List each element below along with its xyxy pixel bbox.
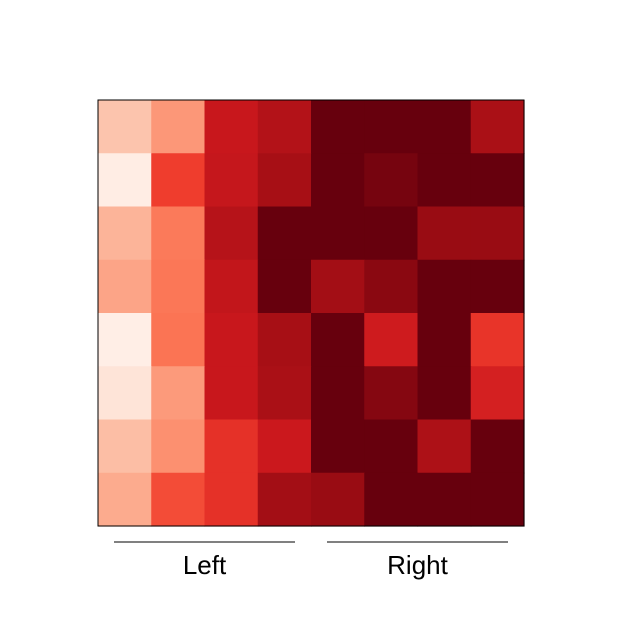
- heatmap-cell-r0-c2: [204, 100, 259, 154]
- heatmap-cell-r6-c3: [257, 419, 312, 474]
- heatmap-cell-r2-c6: [417, 206, 472, 261]
- heatmap-cell-r1-c1: [151, 153, 206, 208]
- heatmap-cell-r6-c7: [470, 419, 525, 474]
- heatmap-cell-r0-c3: [257, 100, 312, 154]
- heatmap-cell-r6-c1: [151, 419, 206, 474]
- heatmap-cell-r1-c3: [257, 153, 312, 208]
- heatmap-cell-r1-c2: [204, 153, 259, 208]
- column-groups: Left Right: [114, 541, 508, 580]
- heatmap-cell-r3-c0: [98, 259, 152, 314]
- heatmap-cell-r5-c0: [98, 366, 152, 421]
- heatmap-cell-r3-c2: [204, 259, 259, 314]
- heatmap-cell-r5-c2: [204, 366, 259, 421]
- heatmap-cell-r3-c1: [151, 259, 206, 314]
- heatmap-cell-r4-c1: [151, 313, 206, 367]
- heatmap-frame: [97, 99, 525, 527]
- heatmap-cell-r6-c0: [98, 419, 152, 474]
- heatmap-cell-r5-c1: [151, 366, 206, 421]
- heatmap-cell-r5-c4: [311, 366, 365, 421]
- heatmap-cell-r0-c1: [151, 100, 206, 154]
- heatmap-cell-r4-c2: [204, 313, 259, 367]
- heatmap-cell-r4-c6: [417, 313, 472, 367]
- heatmap-cell-r3-c3: [257, 259, 312, 314]
- heatmap-cell-r2-c1: [151, 206, 206, 261]
- heatmap-cell-r7-c7: [470, 472, 525, 527]
- group-label-1: Right: [387, 550, 448, 580]
- heatmap-cell-r1-c7: [470, 153, 525, 208]
- group-label-0: Left: [183, 550, 227, 580]
- heatmap-cell-r0-c6: [417, 100, 472, 154]
- heatmap-cells: [98, 100, 525, 527]
- heatmap-cell-r7-c3: [257, 472, 312, 527]
- heatmap-cell-r7-c4: [311, 472, 365, 527]
- heatmap-cell-r1-c0: [98, 153, 152, 208]
- heatmap-cell-r4-c5: [364, 313, 419, 367]
- heatmap-cell-r3-c4: [311, 259, 365, 314]
- heatmap-cell-r3-c7: [470, 259, 525, 314]
- heatmap-cell-r1-c5: [364, 153, 419, 208]
- heatmap-cell-r5-c6: [417, 366, 472, 421]
- heatmap-cell-r4-c0: [98, 313, 152, 367]
- heatmap-cell-r5-c5: [364, 366, 419, 421]
- heatmap-cell-r7-c5: [364, 472, 419, 527]
- heatmap-cell-r7-c6: [417, 472, 472, 527]
- heatmap-cell-r0-c4: [311, 100, 365, 154]
- heatmap-cell-r1-c4: [311, 153, 365, 208]
- heatmap-cell-r2-c0: [98, 206, 152, 261]
- heatmap-cell-r5-c3: [257, 366, 312, 421]
- heatmap-cell-r4-c3: [257, 313, 312, 367]
- heatmap-cell-r5-c7: [470, 366, 525, 421]
- heatmap-cell-r0-c5: [364, 100, 419, 154]
- heatmap-cell-r1-c6: [417, 153, 472, 208]
- heatmap-cell-r2-c7: [470, 206, 525, 261]
- heatmap-cell-r7-c0: [98, 472, 152, 527]
- heatmap-cell-r2-c5: [364, 206, 419, 261]
- heatmap-cell-r6-c5: [364, 419, 419, 474]
- heatmap-cell-r7-c2: [204, 472, 259, 527]
- heatmap-cell-r6-c4: [311, 419, 365, 474]
- heatmap-cell-r4-c4: [311, 313, 365, 367]
- heatmap-cell-r6-c6: [417, 419, 472, 474]
- heatmap-cell-r0-c7: [470, 100, 525, 154]
- heatmap-cell-r2-c3: [257, 206, 312, 261]
- heatmap-cell-r7-c1: [151, 472, 206, 527]
- heatmap-cell-r3-c6: [417, 259, 472, 314]
- heatmap-cell-r3-c5: [364, 259, 419, 314]
- heatmap-cell-r6-c2: [204, 419, 259, 474]
- heatmap-cell-r2-c2: [204, 206, 259, 261]
- heatmap-cell-r4-c7: [470, 313, 525, 367]
- heatmap-cell-r2-c4: [311, 206, 365, 261]
- heatmap-cell-r0-c0: [98, 100, 152, 154]
